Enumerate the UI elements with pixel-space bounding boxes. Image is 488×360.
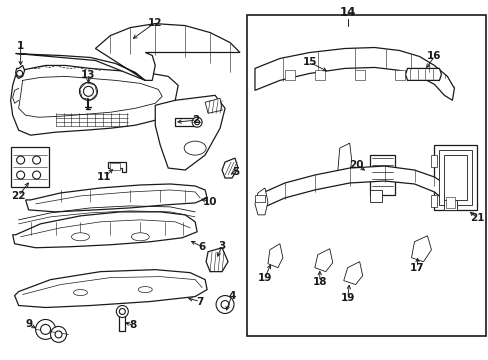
Circle shape [33, 156, 41, 164]
Text: 9: 9 [25, 319, 32, 329]
Text: 8: 8 [129, 320, 137, 330]
Text: 6: 6 [198, 242, 205, 252]
Polygon shape [411, 236, 430, 262]
Text: 7: 7 [196, 297, 203, 306]
Polygon shape [254, 188, 267, 215]
Circle shape [216, 296, 234, 314]
Text: 12: 12 [148, 18, 162, 28]
Polygon shape [155, 95, 224, 170]
Polygon shape [343, 262, 362, 285]
Polygon shape [439, 150, 471, 205]
Polygon shape [430, 195, 437, 207]
Polygon shape [254, 48, 453, 100]
Text: 2: 2 [192, 115, 200, 125]
Ellipse shape [73, 289, 87, 296]
Text: 1: 1 [17, 41, 24, 50]
Polygon shape [394, 71, 404, 80]
Circle shape [17, 156, 24, 164]
Text: 11: 11 [97, 172, 111, 182]
Polygon shape [16, 66, 24, 78]
Polygon shape [13, 212, 197, 248]
Polygon shape [204, 98, 222, 113]
Circle shape [33, 171, 41, 179]
Polygon shape [354, 71, 364, 80]
Circle shape [116, 306, 128, 318]
Polygon shape [444, 155, 467, 200]
Text: 21: 21 [469, 213, 484, 223]
Polygon shape [446, 197, 454, 208]
Circle shape [17, 171, 24, 179]
Text: 3: 3 [218, 241, 225, 251]
Circle shape [192, 117, 202, 127]
Polygon shape [258, 166, 453, 210]
Polygon shape [110, 163, 120, 170]
Polygon shape [433, 145, 476, 210]
Text: 10: 10 [203, 197, 217, 207]
Polygon shape [430, 155, 437, 167]
Polygon shape [314, 249, 332, 272]
Text: 14: 14 [339, 6, 355, 19]
Polygon shape [337, 143, 351, 175]
Polygon shape [254, 195, 264, 202]
Text: 19: 19 [257, 273, 272, 283]
Text: 5: 5 [232, 167, 239, 177]
Circle shape [83, 86, 93, 96]
Text: 20: 20 [349, 160, 363, 170]
Polygon shape [405, 68, 441, 80]
Polygon shape [175, 118, 197, 126]
Circle shape [80, 82, 97, 100]
Text: 16: 16 [427, 51, 441, 62]
Polygon shape [267, 244, 283, 268]
Polygon shape [15, 270, 207, 307]
Text: 13: 13 [81, 71, 96, 80]
Ellipse shape [138, 287, 152, 293]
Text: 17: 17 [409, 263, 424, 273]
Ellipse shape [131, 233, 149, 241]
Circle shape [50, 327, 66, 342]
Circle shape [55, 331, 62, 338]
Text: 15: 15 [302, 58, 316, 67]
Polygon shape [25, 184, 207, 212]
Text: 4: 4 [228, 291, 235, 301]
Polygon shape [369, 155, 394, 195]
Circle shape [41, 324, 50, 334]
Bar [246, 15, 485, 336]
Circle shape [119, 309, 125, 315]
Polygon shape [314, 71, 324, 80]
Text: 18: 18 [312, 276, 326, 287]
Polygon shape [16, 24, 240, 80]
Polygon shape [205, 248, 227, 272]
Text: 22: 22 [11, 191, 26, 201]
Polygon shape [119, 311, 125, 332]
Circle shape [221, 301, 228, 309]
Polygon shape [11, 66, 178, 135]
Circle shape [17, 71, 22, 76]
Ellipse shape [184, 141, 205, 155]
Ellipse shape [71, 233, 89, 241]
Polygon shape [222, 158, 238, 178]
Polygon shape [108, 162, 126, 172]
Text: 19: 19 [340, 293, 354, 302]
Polygon shape [285, 71, 294, 80]
Polygon shape [11, 147, 48, 187]
Polygon shape [444, 195, 456, 210]
Circle shape [36, 319, 56, 339]
Polygon shape [369, 190, 381, 202]
Circle shape [194, 120, 199, 125]
